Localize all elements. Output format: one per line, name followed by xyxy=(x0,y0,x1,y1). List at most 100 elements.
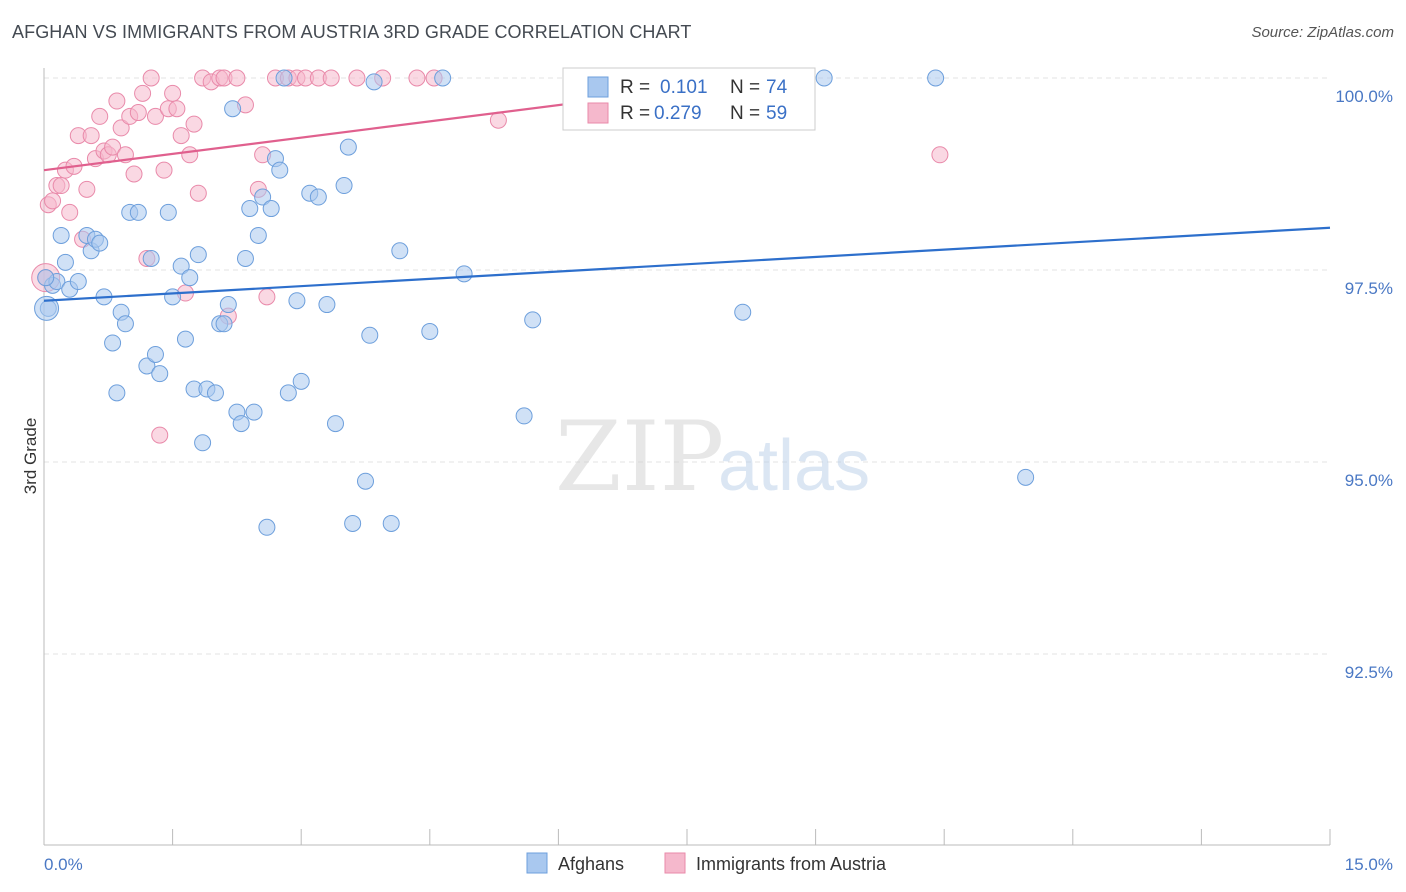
afghan-point-70 xyxy=(815,69,833,87)
grid-lines xyxy=(44,77,1330,655)
austria-point-46 xyxy=(258,288,276,306)
series-legend-swatch-afghans xyxy=(526,852,548,874)
afghan-point-26 xyxy=(181,269,199,287)
afghan-point-40 xyxy=(245,403,263,421)
afghan-point-50 xyxy=(292,372,310,390)
stats-legend-swatch-austria xyxy=(587,102,609,124)
austria-point-17 xyxy=(108,92,126,110)
afghan-point-64 xyxy=(434,69,452,87)
afghan-point-44 xyxy=(262,200,280,218)
afghan-point-69 xyxy=(734,303,752,321)
afghan-point-33 xyxy=(215,315,233,333)
afghan-point-59 xyxy=(361,326,379,344)
austria-point-59 xyxy=(931,146,949,164)
afghan-point-19 xyxy=(142,249,160,267)
afghan-point-53 xyxy=(318,296,336,314)
afghan-point-12 xyxy=(104,334,122,352)
afghan-point-46 xyxy=(271,161,289,179)
austria-points xyxy=(31,69,949,444)
afghan-point-39 xyxy=(241,200,259,218)
austria-point-10 xyxy=(78,180,96,198)
afghan-point-20 xyxy=(146,345,164,363)
afghan-point-48 xyxy=(279,384,297,402)
afghan-point-62 xyxy=(391,242,409,260)
afghan-point-21 xyxy=(151,365,169,383)
afghan-point-38 xyxy=(236,249,254,267)
afghan-point-66 xyxy=(515,407,533,425)
afghan-point-54 xyxy=(326,415,344,433)
stats-r-value-austria: 0.279 xyxy=(654,103,702,124)
afghan-point-71 xyxy=(927,69,945,87)
afghan-point-17 xyxy=(129,203,147,221)
stats-n-label-afghans: N = xyxy=(730,77,760,98)
afghan-point-37 xyxy=(232,415,250,433)
afghan-point-13 xyxy=(108,384,126,402)
afghan-point-10 xyxy=(91,234,109,252)
austria-point-32 xyxy=(172,127,190,145)
austria-point-13 xyxy=(91,107,109,125)
austria-point-34 xyxy=(181,146,199,164)
x-tick-label-min: 0.0% xyxy=(44,855,83,874)
afghan-point-22 xyxy=(159,203,177,221)
austria-point-31 xyxy=(168,100,186,118)
austria-point-25 xyxy=(142,69,160,87)
afghan-point-18 xyxy=(138,357,156,375)
austria-point-18 xyxy=(112,119,130,137)
afghan-point-63 xyxy=(421,322,439,340)
austria-point-57 xyxy=(489,111,507,129)
austria-point-23 xyxy=(134,84,152,102)
x-axis-ticks xyxy=(43,829,1331,845)
austria-point-36 xyxy=(189,184,207,202)
series-legend-label-afghans: Afghans xyxy=(558,854,624,874)
series-legend-swatch-austria xyxy=(664,852,686,874)
afghan-point-67 xyxy=(524,311,542,329)
austria-point-35 xyxy=(185,115,203,133)
austria-point-27 xyxy=(151,426,169,444)
afghan-point-35 xyxy=(224,100,242,118)
stats-n-value-austria: 59 xyxy=(766,103,787,124)
afghan-point-43 xyxy=(258,518,276,536)
afghan-point-34 xyxy=(219,296,237,314)
austria-point-26 xyxy=(146,107,164,125)
y-tick-labels: 92.5% 95.0% 97.5% 100.0% xyxy=(1335,87,1393,682)
afghan-point-56 xyxy=(339,138,357,156)
y-tick-label-2: 97.5% xyxy=(1345,279,1393,298)
stats-r-label-austria: R = xyxy=(620,103,650,124)
series-legend: Afghans Immigrants from Austria xyxy=(526,852,887,874)
afghan-point-49 xyxy=(288,292,306,310)
series-legend-label-austria: Immigrants from Austria xyxy=(696,854,887,874)
stats-n-value-afghans: 74 xyxy=(766,77,788,98)
afghan-point-72 xyxy=(1017,468,1035,486)
austria-point-11 xyxy=(82,127,100,145)
austria-point-22 xyxy=(129,104,147,122)
afghan-point-4 xyxy=(56,253,74,271)
austria-point-4 xyxy=(52,177,70,195)
afghan-point-3 xyxy=(52,226,70,244)
afghan-point-55 xyxy=(335,177,353,195)
afghan-point-61 xyxy=(382,514,400,532)
afghan-point-large xyxy=(34,295,60,321)
stats-legend: R = 0.101 N = 74 R = 0.279 N = 59 xyxy=(562,67,816,131)
afghan-point-65 xyxy=(455,265,473,283)
afghan-point-24 xyxy=(172,257,190,275)
stats-r-value-afghans: 0.101 xyxy=(660,77,708,98)
afghan-point-60 xyxy=(365,73,383,91)
austria-point-6 xyxy=(61,203,79,221)
afghan-point-29 xyxy=(194,434,212,452)
austria-point-16 xyxy=(104,138,122,156)
afghan-point-25 xyxy=(176,330,194,348)
austria-point-28 xyxy=(155,161,173,179)
afghan-point-47 xyxy=(275,69,293,87)
austria-point-42 xyxy=(228,69,246,87)
y-tick-label-0: 92.5% xyxy=(1345,663,1393,682)
stats-r-label-afghans: R = xyxy=(620,77,650,98)
afghan-point-15 xyxy=(116,315,134,333)
afghan-point-28 xyxy=(189,246,207,264)
y-axis-label: 3rd Grade xyxy=(21,418,40,495)
afghan-point-52 xyxy=(309,188,327,206)
stats-legend-swatch-afghans xyxy=(587,76,609,98)
austria-point-53 xyxy=(348,69,366,87)
x-tick-label-max: 15.0% xyxy=(1345,855,1393,874)
austria-point-55 xyxy=(408,69,426,87)
stats-n-label-austria: N = xyxy=(730,103,760,124)
